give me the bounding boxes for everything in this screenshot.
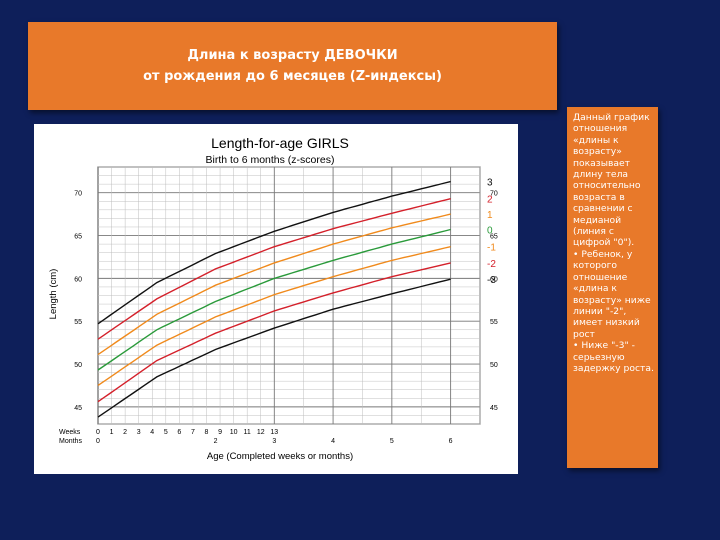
x-axis-label: Age (Completed weeks or months) [207,451,353,462]
y-tick-label-left: 60 [74,276,82,283]
y-tick-label-right: 50 [490,362,498,369]
chart-subtitle: Birth to 6 months (z-scores) [206,154,335,166]
y-axis-label: Length (cm) [48,269,59,320]
y-tick-label-left: 50 [74,362,82,369]
series-line-z2 [97,198,451,340]
y-tick-label-left: 55 [74,319,82,326]
series-label-z-1: -1 [487,243,496,254]
series-line-z1 [97,213,451,356]
y-tick-label-right: 65 [490,234,498,241]
week-tick-label: 12 [257,429,265,436]
y-tick-label-right: 70 [490,191,498,198]
series-line-z-3 [97,278,451,418]
side-note-box: Данный график отношения «длины к возраст… [567,107,658,468]
side-note-paragraph-1: Данный график отношения «длины к возраст… [573,112,650,249]
week-tick-label: 1 [110,429,114,436]
week-tick-label: 4 [150,429,154,436]
chart-title: Length-for-age GIRLS [211,135,349,151]
month-tick-label: 6 [449,438,453,445]
week-tick-label: 0 [96,429,100,436]
y-tick-label-right: 45 [490,405,498,412]
series-label-z-3: -3 [487,275,496,286]
chart-grid [97,166,481,425]
week-tick-label: 3 [137,429,141,436]
series-label-z1: 1 [487,210,493,221]
weeks-row-label: Weeks [59,429,81,436]
series-label-z-2: -2 [487,259,496,270]
y-tick-label-right: 60 [490,276,498,283]
month-tick-label: 3 [272,438,276,445]
length-for-age-chart: Length-for-age GIRLS Birth to 6 months (… [48,135,498,462]
month-tick-label: 4 [331,438,335,445]
series-line-z3 [97,180,451,325]
slide-title-box: Длина к возрасту ДЕВОЧКИ от рождения до … [28,22,557,110]
series-label-z0: 0 [487,226,493,237]
month-tick-label: 5 [390,438,394,445]
chart-z-labels: 3 2 1 0 -1 -2 -3 [487,178,496,287]
week-tick-label: 5 [164,429,168,436]
slide-title-line-2: от рождения до 6 месяцев (Z-индексы) [143,69,442,84]
week-tick-label: 6 [177,429,181,436]
chart-series-lines [97,180,451,418]
chart-panel: Length-for-age GIRLS Birth to 6 months (… [34,124,518,474]
slide-title-line-1: Длина к возрасту ДЕВОЧКИ [187,48,398,63]
week-tick-label: 2 [123,429,127,436]
month-tick-label: 2 [214,438,218,445]
months-row-label: Months [59,438,82,445]
week-tick-label: 11 [244,429,251,436]
series-label-z3: 3 [487,178,493,189]
series-label-z2: 2 [487,195,493,206]
week-tick-label: 8 [205,429,209,436]
series-line-z0 [97,228,451,371]
y-tick-label-left: 65 [74,234,82,241]
side-note-paragraph-2: • Ребенок, у которого отношение «длина к… [573,248,651,340]
month-tick-label: 0 [96,438,100,445]
week-tick-label: 7 [191,429,195,436]
y-tick-label-left: 45 [74,405,82,412]
week-tick-label: 9 [218,429,222,436]
series-line-z-1 [97,246,451,386]
y-tick-label-left: 70 [74,191,82,198]
side-note-paragraph-3: • Ниже "-3" - серьезную задержку роста. [573,340,654,374]
series-line-z-2 [97,262,451,403]
y-tick-label-right: 55 [490,319,498,326]
week-tick-label: 10 [230,429,238,436]
week-tick-label: 13 [270,429,278,436]
